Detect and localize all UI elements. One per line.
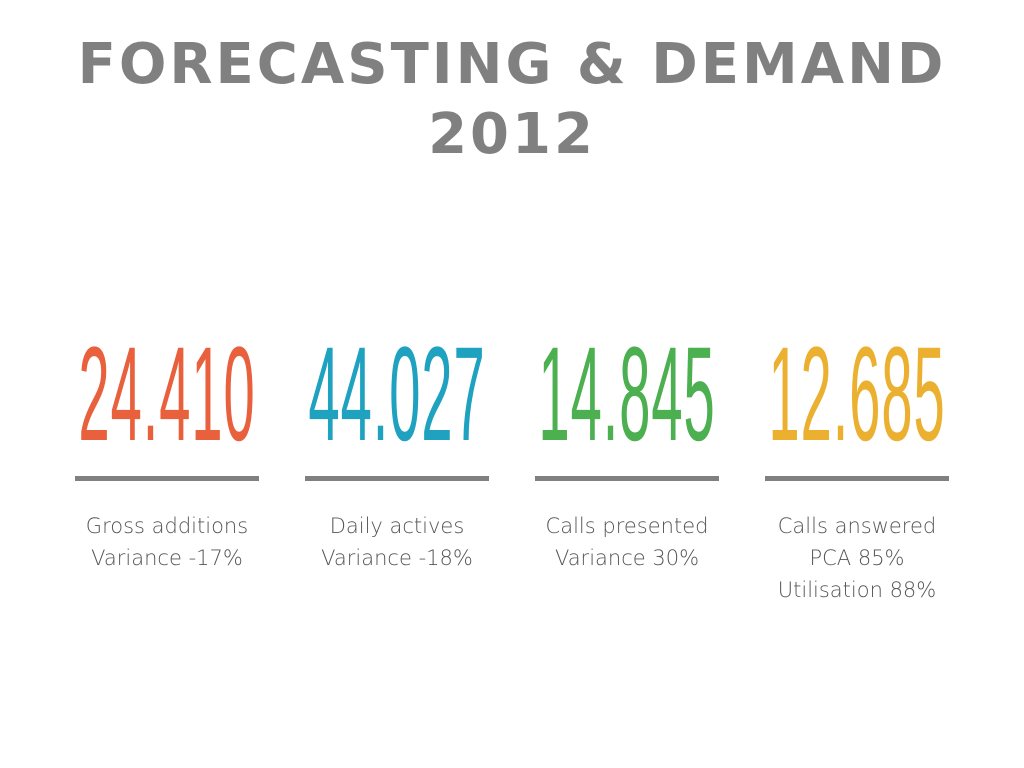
stat-value: 12.685 xyxy=(768,320,946,469)
stat-label: Calls answered PCA 85% Utilisation 88% xyxy=(745,510,969,606)
stat-label-line: Daily actives xyxy=(329,514,465,538)
stat-label-line: Variance 30% xyxy=(554,546,700,570)
stat-label-line: Utilisation 88% xyxy=(777,578,937,602)
stat-daily-actives: 44.027 Daily actives Variance -18% xyxy=(305,320,489,570)
stat-label-line: Variance -17% xyxy=(91,546,243,570)
divider xyxy=(305,476,489,481)
stat-calls-answered: 12.685 Calls answered PCA 85% Utilisatio… xyxy=(765,320,949,602)
divider xyxy=(535,476,719,481)
stat-value: 24.410 xyxy=(78,320,256,469)
stat-gross-additions: 24.410 Gross additions Variance -17% xyxy=(75,320,259,570)
stat-calls-presented: 14.845 Calls presented Variance 30% xyxy=(535,320,719,570)
stat-value: 44.027 xyxy=(308,320,486,469)
stat-label-line: Calls answered xyxy=(777,514,937,538)
divider xyxy=(75,476,259,481)
stat-value: 14.845 xyxy=(538,320,716,469)
stat-label-line: PCA 85% xyxy=(809,546,905,570)
divider xyxy=(765,476,949,481)
stat-label-line: Gross additions xyxy=(85,514,249,538)
stat-label-line: Calls presented xyxy=(545,514,709,538)
slide-title: FORECASTING & DEMAND 2012 xyxy=(77,32,947,167)
stat-label: Gross additions Variance -17% xyxy=(55,510,279,574)
stat-label-line: Variance -18% xyxy=(321,546,473,570)
stat-label: Calls presented Variance 30% xyxy=(515,510,739,574)
stat-label: Daily actives Variance -18% xyxy=(285,510,509,574)
